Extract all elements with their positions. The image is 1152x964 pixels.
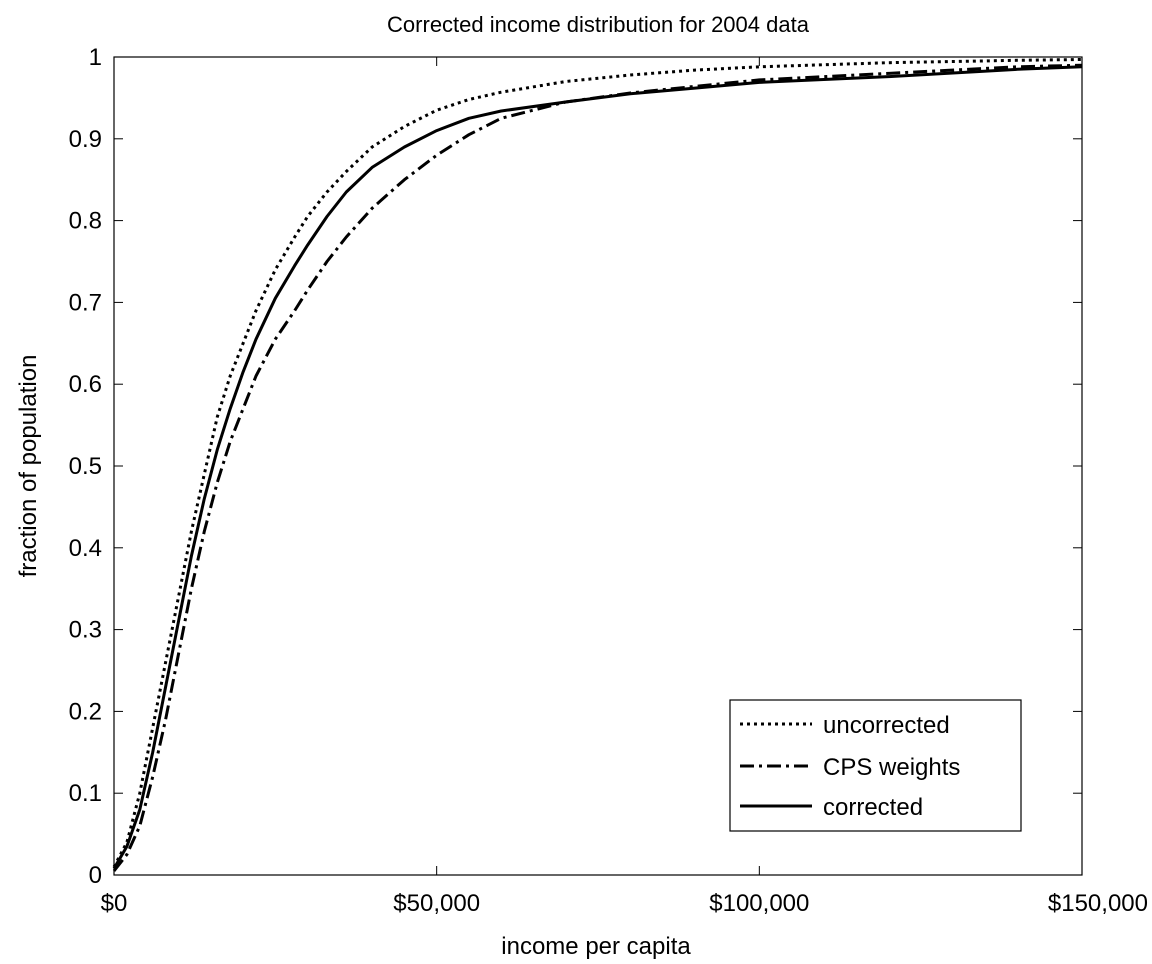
series-layer xyxy=(112,58,1083,872)
y-tick-label: 0.1 xyxy=(69,780,102,807)
x-axis-label: income per capita xyxy=(501,933,691,960)
y-tick-label: 1 xyxy=(89,44,102,71)
y-tick-label: 0.4 xyxy=(69,535,102,562)
y-tick-label: 0.6 xyxy=(69,371,102,398)
legend-label-uncorrected: uncorrected xyxy=(823,712,950,739)
legend-label-corrected: corrected xyxy=(823,794,923,821)
chart-title: Corrected income distribution for 2004 d… xyxy=(387,12,810,37)
y-tick-label: 0.9 xyxy=(69,126,102,153)
axis-ticks: 0 0.1 0.2 0.3 0.4 0.5 0.6 0.7 0.8 0.9 1 $0 $50,000 $1… xyxy=(69,44,1148,917)
y-tick-label: 0.8 xyxy=(69,208,102,235)
x-tick-label: $50,000 xyxy=(393,890,480,917)
y-tick-label: 0.2 xyxy=(69,698,102,725)
series-line-uncorrected xyxy=(112,58,1083,868)
y-tick-label: 0.7 xyxy=(69,289,102,316)
series-line-corrected xyxy=(112,65,1083,870)
x-tick-label: $150,000 xyxy=(1048,890,1148,917)
legend: uncorrected CPS weights corrected xyxy=(729,699,1022,832)
y-axis-label: fraction of population xyxy=(15,355,42,578)
x-tick-label: $100,000 xyxy=(709,890,809,917)
legend-label-cps-weights: CPS weights xyxy=(823,754,960,781)
y-tick-label: 0.3 xyxy=(69,617,102,644)
x-tick-label: $0 xyxy=(101,890,128,917)
y-tick-label: 0 xyxy=(89,862,102,889)
y-tick-label: 0.5 xyxy=(69,453,102,480)
